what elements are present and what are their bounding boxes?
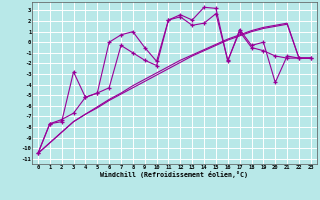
X-axis label: Windchill (Refroidissement éolien,°C): Windchill (Refroidissement éolien,°C) (100, 171, 248, 178)
